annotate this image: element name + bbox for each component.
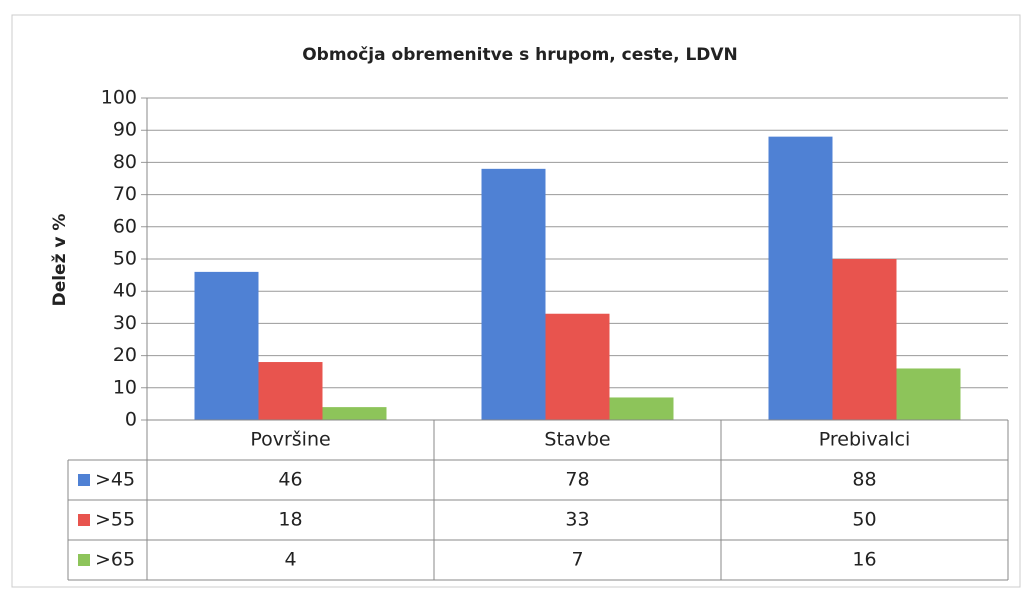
table-value: 88 — [852, 469, 876, 491]
bar — [545, 313, 610, 420]
y-tick-label: 80 — [113, 151, 137, 173]
y-tick-label: 70 — [113, 183, 137, 205]
bar — [322, 407, 387, 420]
y-tick-label: 30 — [113, 312, 137, 334]
legend-label: >65 — [95, 549, 135, 571]
y-tick-label: 20 — [113, 344, 137, 366]
legend-swatch — [78, 474, 90, 486]
bar — [194, 271, 259, 420]
bar — [609, 397, 674, 420]
x-tick-label: Površine — [250, 429, 330, 451]
bar — [832, 259, 897, 420]
bar — [896, 368, 961, 420]
legend-label: >45 — [95, 469, 135, 491]
table-value: 78 — [565, 469, 589, 491]
legend-swatch — [78, 514, 90, 526]
y-tick-label: 50 — [113, 248, 137, 270]
table-value: 46 — [278, 469, 302, 491]
y-tick-label: 60 — [113, 215, 137, 237]
bar — [481, 168, 546, 420]
table-value: 16 — [852, 549, 876, 571]
y-tick-label: 40 — [113, 280, 137, 302]
chart-title: Območja obremenitve s hrupom, ceste, LDV… — [302, 45, 738, 65]
table-value: 33 — [565, 509, 589, 531]
x-tick-label: Prebivalci — [819, 429, 910, 451]
y-axis-label: Delež v % — [50, 214, 70, 307]
table-value: 7 — [571, 549, 583, 571]
bar — [258, 362, 323, 420]
legend-label: >55 — [95, 509, 135, 531]
table-value: 4 — [284, 549, 296, 571]
y-tick-label: 0 — [125, 409, 137, 431]
y-tick-label: 10 — [113, 376, 137, 398]
legend-swatch — [78, 554, 90, 566]
y-tick-label: 100 — [101, 87, 137, 109]
bar — [768, 136, 833, 420]
chart-border — [11, 14, 1021, 588]
table-value: 50 — [852, 509, 876, 531]
x-tick-label: Stavbe — [544, 429, 610, 451]
table-value: 18 — [278, 509, 302, 531]
y-tick-label: 90 — [113, 119, 137, 141]
